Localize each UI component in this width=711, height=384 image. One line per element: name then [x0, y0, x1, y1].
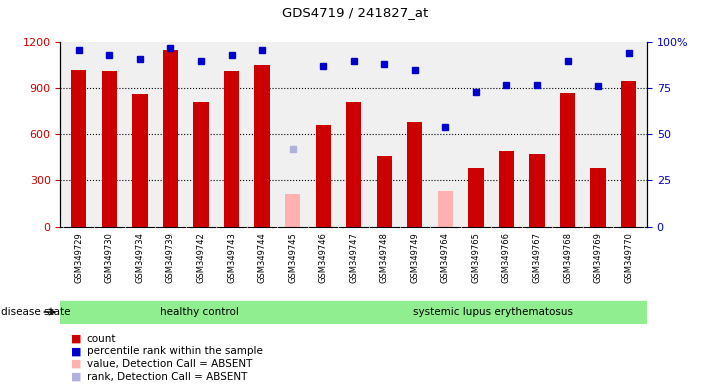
Text: GSM349767: GSM349767 [533, 232, 542, 283]
Text: GSM349744: GSM349744 [257, 232, 267, 283]
Text: percentile rank within the sample: percentile rank within the sample [87, 346, 262, 356]
Text: GSM349749: GSM349749 [410, 232, 419, 283]
Text: GSM349743: GSM349743 [227, 232, 236, 283]
Text: GSM349734: GSM349734 [135, 232, 144, 283]
Text: systemic lupus erythematosus: systemic lupus erythematosus [412, 307, 573, 317]
Bar [560, 93, 575, 227]
Text: count: count [87, 334, 116, 344]
Text: GSM349745: GSM349745 [288, 232, 297, 283]
Bar [255, 65, 269, 227]
Bar [377, 156, 392, 227]
Bar [338, 301, 647, 323]
Text: GSM349766: GSM349766 [502, 232, 511, 283]
Text: GSM349746: GSM349746 [319, 232, 328, 283]
Text: GSM349729: GSM349729 [74, 232, 83, 283]
Text: GSM349764: GSM349764 [441, 232, 450, 283]
Text: GSM349770: GSM349770 [624, 232, 634, 283]
Bar [438, 191, 453, 227]
Bar [102, 71, 117, 227]
Text: disease state: disease state [1, 307, 70, 317]
Text: rank, Detection Call = ABSENT: rank, Detection Call = ABSENT [87, 372, 247, 382]
Bar [224, 71, 239, 227]
Bar [163, 50, 178, 227]
Text: GSM349742: GSM349742 [196, 232, 205, 283]
Bar [316, 125, 331, 227]
Bar [71, 70, 87, 227]
Text: ■: ■ [71, 334, 82, 344]
Bar [60, 301, 338, 323]
Bar [621, 81, 636, 227]
Bar [193, 102, 208, 227]
Text: GSM349769: GSM349769 [594, 232, 603, 283]
Text: ■: ■ [71, 359, 82, 369]
Bar [346, 102, 361, 227]
Bar [469, 168, 483, 227]
Text: GSM349730: GSM349730 [105, 232, 114, 283]
Bar [530, 154, 545, 227]
Text: GSM349768: GSM349768 [563, 232, 572, 283]
Bar [591, 168, 606, 227]
Bar [499, 151, 514, 227]
Text: ■: ■ [71, 346, 82, 356]
Text: GSM349765: GSM349765 [471, 232, 481, 283]
Bar [285, 194, 300, 227]
Text: GSM349739: GSM349739 [166, 232, 175, 283]
Text: GSM349747: GSM349747 [349, 232, 358, 283]
Bar [132, 94, 147, 227]
Bar [407, 122, 422, 227]
Text: GDS4719 / 241827_at: GDS4719 / 241827_at [282, 6, 429, 19]
Text: ■: ■ [71, 372, 82, 382]
Text: GSM349748: GSM349748 [380, 232, 389, 283]
Text: value, Detection Call = ABSENT: value, Detection Call = ABSENT [87, 359, 252, 369]
Text: healthy control: healthy control [160, 307, 239, 317]
